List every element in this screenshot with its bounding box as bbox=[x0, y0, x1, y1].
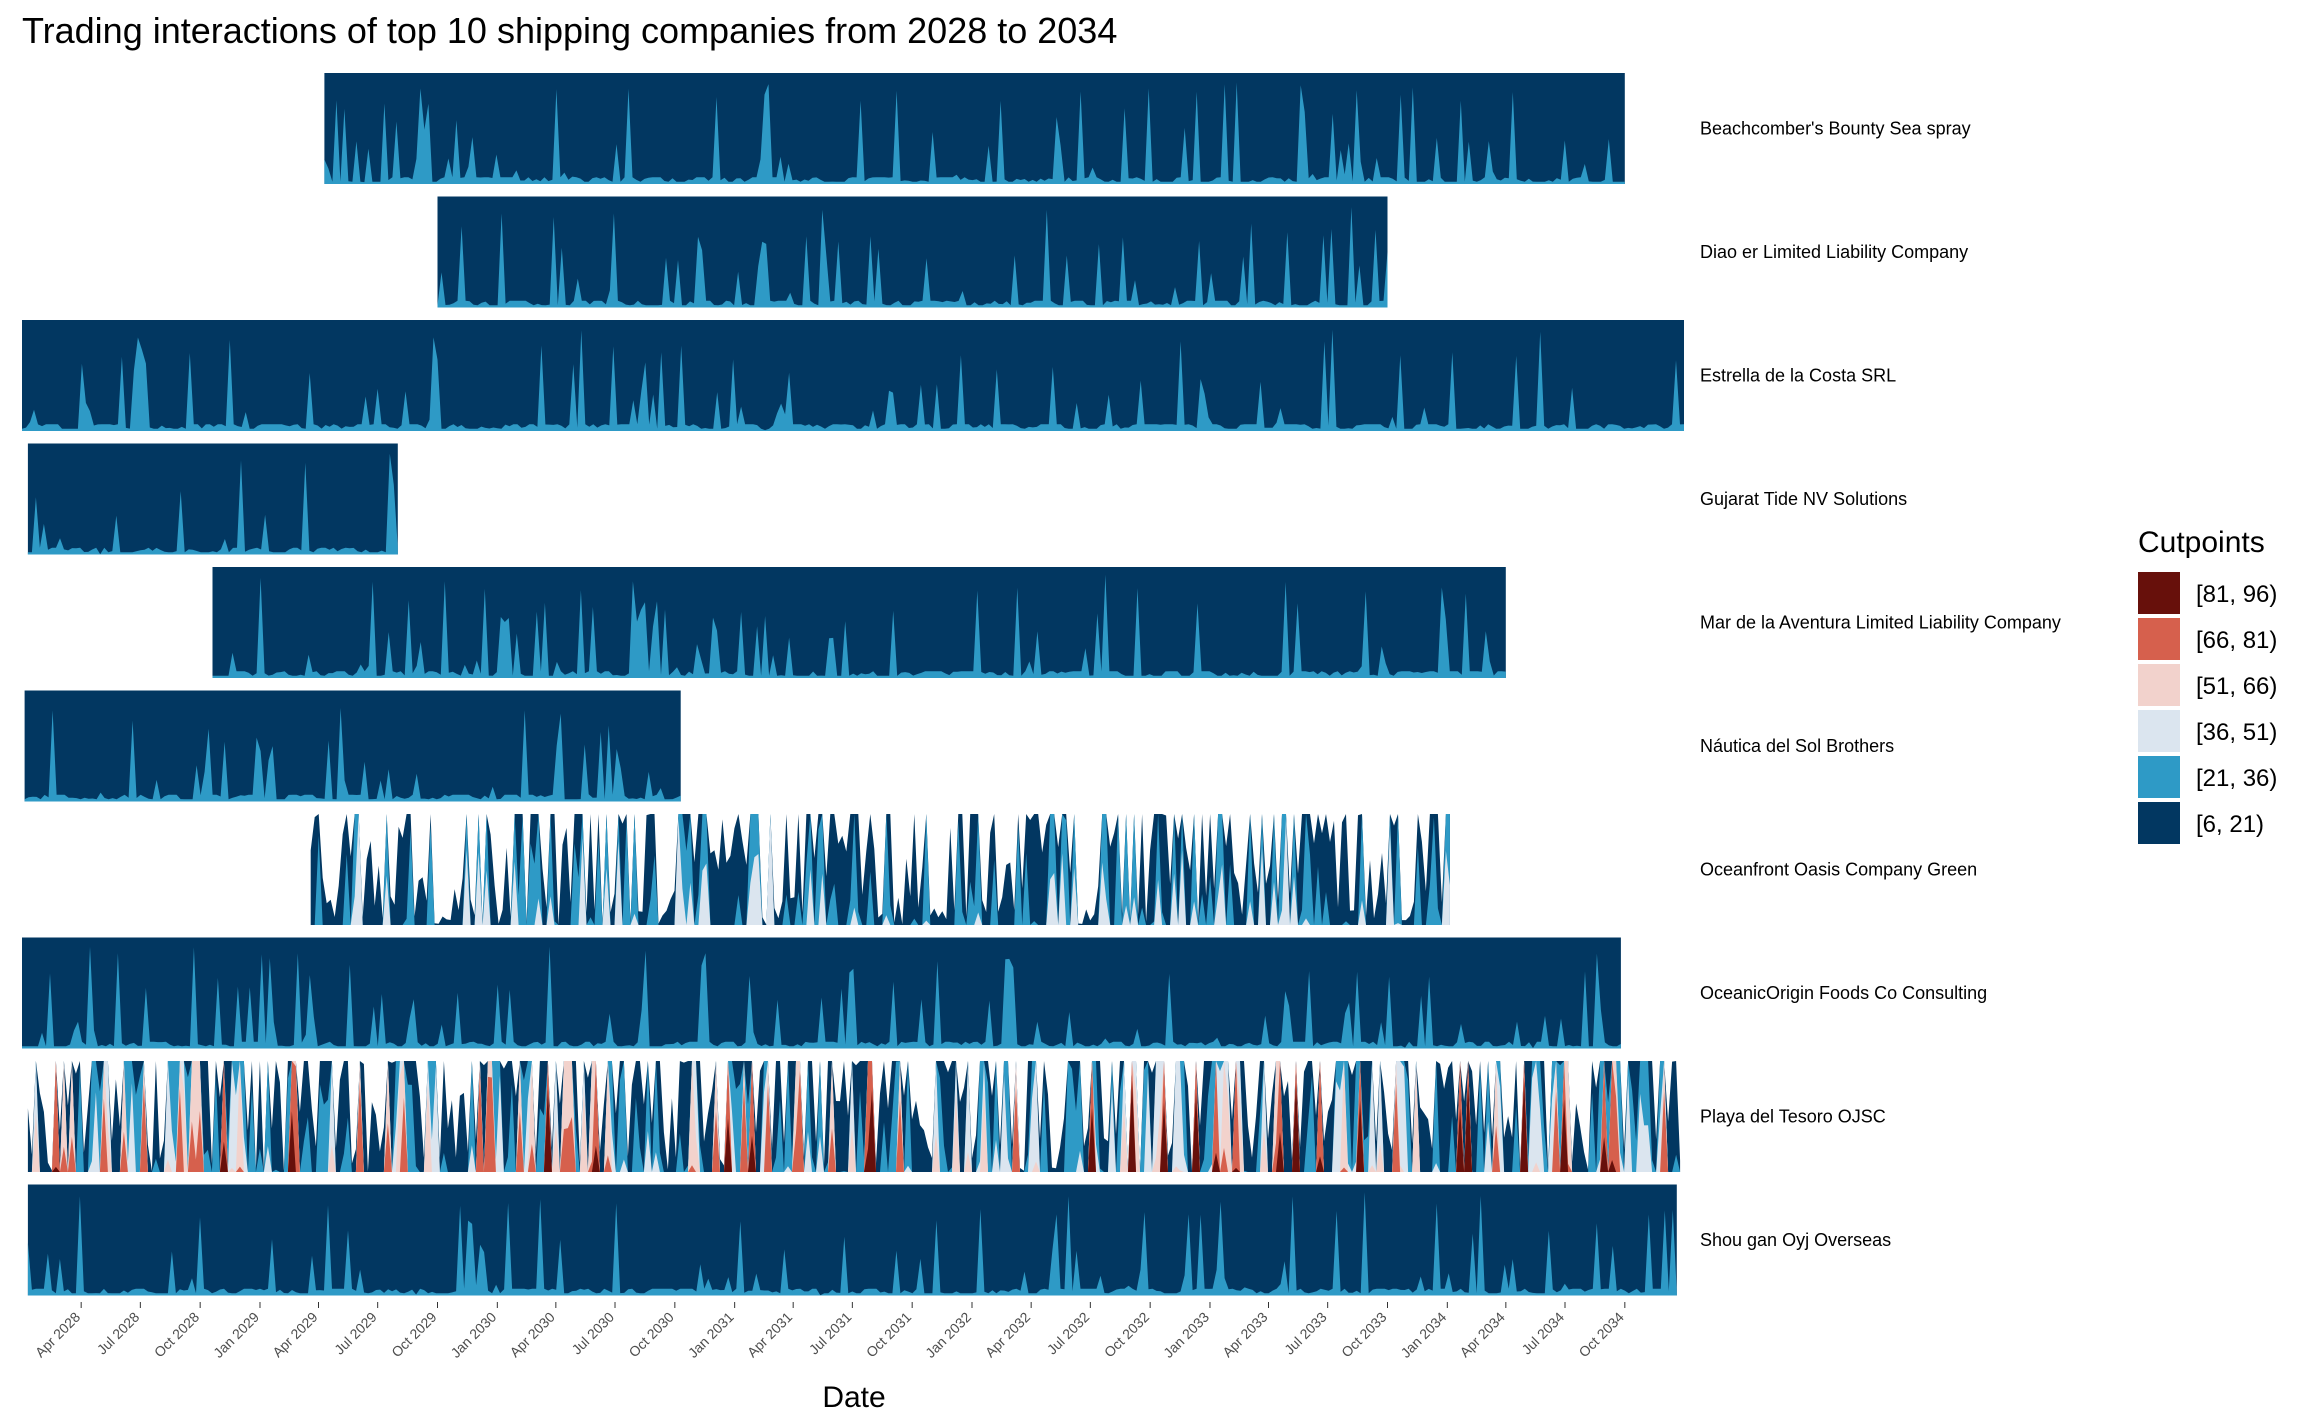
strip-5 bbox=[24, 690, 681, 802]
strip-6 bbox=[310, 814, 1450, 925]
legend-label: [81, 96) bbox=[2196, 581, 2277, 608]
x-tick-label: Apr 2032 bbox=[982, 1309, 1034, 1361]
x-tick-label: Jan 2031 bbox=[685, 1309, 737, 1361]
band-21-area bbox=[212, 574, 1506, 678]
strip-label: Beachcomber's Bounty Sea spray bbox=[1700, 119, 1971, 139]
band-6-area bbox=[437, 196, 1388, 308]
band-21-area bbox=[324, 82, 1625, 184]
x-tick-label: Apr 2030 bbox=[506, 1309, 558, 1361]
band-21-area bbox=[24, 708, 681, 802]
x-tick-label: Jan 2033 bbox=[1160, 1309, 1212, 1361]
chart-title: Trading interactions of top 10 shipping … bbox=[22, 10, 1117, 51]
x-tick-label: Jul 2030 bbox=[568, 1309, 617, 1358]
band-66-area bbox=[27, 1061, 1681, 1172]
band-36-area bbox=[310, 814, 1450, 925]
x-tick-label: Oct 2031 bbox=[863, 1309, 915, 1361]
band-6-area bbox=[22, 320, 1684, 431]
x-tick-label: Apr 2034 bbox=[1456, 1309, 1508, 1361]
legend-label: [21, 36) bbox=[2196, 765, 2277, 792]
strip-label: OceanicOrigin Foods Co Consulting bbox=[1700, 983, 1987, 1003]
x-tick-label: Jan 2034 bbox=[1397, 1309, 1449, 1361]
strip-label: Mar de la Aventura Limited Liability Com… bbox=[1700, 613, 2061, 633]
x-tick-label: Jan 2032 bbox=[922, 1309, 974, 1361]
strip-8 bbox=[27, 1061, 1681, 1172]
x-tick-label: Jan 2029 bbox=[210, 1309, 262, 1361]
band-6-area bbox=[27, 443, 398, 555]
strip-label: Diao er Limited Liability Company bbox=[1700, 242, 1968, 262]
strip-label: Shou gan Oyj Overseas bbox=[1700, 1230, 1891, 1250]
legend: Cutpoints [81, 96) [66, 81) [51, 66) [36, 5… bbox=[2138, 526, 2277, 844]
x-axis-title: Date bbox=[822, 1381, 885, 1414]
x-tick-label: Jul 2031 bbox=[806, 1309, 855, 1358]
strip-9 bbox=[27, 1184, 1677, 1296]
x-tick-label: Oct 2034 bbox=[1575, 1309, 1627, 1361]
legend-label: [66, 81) bbox=[2196, 627, 2277, 654]
x-tick-label: Oct 2029 bbox=[388, 1309, 440, 1361]
legend-label: [51, 66) bbox=[2196, 673, 2277, 700]
band-6-area bbox=[310, 814, 1450, 925]
band-6-area bbox=[27, 1184, 1677, 1296]
x-tick-label: Apr 2028 bbox=[32, 1309, 84, 1361]
legend-swatch bbox=[2138, 802, 2180, 844]
x-tick-label: Jul 2029 bbox=[331, 1309, 380, 1358]
legend-swatch bbox=[2138, 710, 2180, 752]
x-tick-label: Jul 2032 bbox=[1044, 1309, 1093, 1358]
strip-label: Oceanfront Oasis Company Green bbox=[1700, 860, 1977, 880]
legend-swatch bbox=[2138, 572, 2180, 614]
band-21-area bbox=[27, 453, 398, 555]
strip-3 bbox=[27, 443, 398, 555]
x-tick-label: Apr 2033 bbox=[1219, 1309, 1271, 1361]
legend-label: [36, 51) bbox=[2196, 719, 2277, 746]
band-21-area bbox=[27, 1192, 1677, 1296]
legend-swatch bbox=[2138, 756, 2180, 798]
x-axis: Apr 2028 Jul 2028 Oct 2028 Jan 2029 Apr 2029… bbox=[32, 1302, 1627, 1361]
band-21-area bbox=[22, 946, 1621, 1049]
x-tick-label: Jan 2030 bbox=[447, 1309, 499, 1361]
strip-label: Estrella de la Costa SRL bbox=[1700, 366, 1896, 386]
legend-label: [6, 21) bbox=[2196, 811, 2264, 838]
x-tick-label: Oct 2030 bbox=[625, 1309, 677, 1361]
legend-title: Cutpoints bbox=[2138, 526, 2265, 559]
band-36-area bbox=[27, 1061, 1681, 1172]
strip-1 bbox=[437, 196, 1388, 308]
strip-label: Náutica del Sol Brothers bbox=[1700, 736, 1894, 756]
x-tick-label: Oct 2032 bbox=[1101, 1309, 1153, 1361]
x-tick-label: Jul 2033 bbox=[1281, 1309, 1330, 1358]
legend-swatch bbox=[2138, 664, 2180, 706]
x-tick-label: Jul 2034 bbox=[1518, 1309, 1567, 1358]
band-21-area bbox=[22, 329, 1684, 431]
strip-label: Gujarat Tide NV Solutions bbox=[1700, 489, 1907, 509]
strip-label: Playa del Tesoro OJSC bbox=[1700, 1107, 1886, 1127]
horizon-strips bbox=[22, 73, 1684, 1296]
strip-labels: Beachcomber's Bounty Sea spray Diao er Li… bbox=[1700, 119, 2061, 1251]
band-6-area bbox=[324, 73, 1625, 184]
strip-0 bbox=[324, 73, 1625, 184]
strip-2 bbox=[22, 320, 1684, 431]
band-6-area bbox=[24, 690, 681, 802]
strip-7 bbox=[22, 937, 1621, 1049]
x-tick-label: Jul 2028 bbox=[94, 1309, 143, 1358]
x-tick-label: Apr 2029 bbox=[269, 1309, 321, 1361]
x-tick-label: Oct 2033 bbox=[1338, 1309, 1390, 1361]
strip-4 bbox=[212, 567, 1506, 678]
band-6-area bbox=[22, 937, 1621, 1049]
x-tick-label: Oct 2028 bbox=[151, 1309, 203, 1361]
legend-swatch bbox=[2138, 618, 2180, 660]
x-tick-label: Apr 2031 bbox=[744, 1309, 796, 1361]
